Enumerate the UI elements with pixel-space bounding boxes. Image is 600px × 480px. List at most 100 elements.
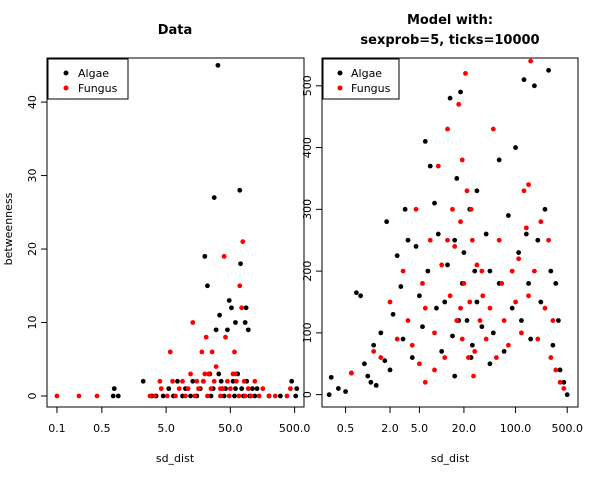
point-fungus: [170, 378, 175, 384]
point-fungus: [167, 349, 173, 355]
point-fungus: [535, 336, 541, 342]
point-fungus: [450, 206, 455, 212]
x-tick-label: 5.0: [157, 422, 175, 435]
point-fungus: [458, 305, 463, 311]
point-algae: [294, 386, 300, 392]
y-tick-label: 200: [301, 261, 314, 282]
y-tick-label: 30: [26, 169, 39, 183]
point-fungus: [173, 393, 178, 399]
point-algae: [445, 262, 450, 268]
point-fungus: [203, 334, 209, 340]
point-algae: [550, 342, 556, 348]
point-algae: [454, 176, 460, 181]
point-fungus: [199, 349, 205, 355]
point-fungus: [459, 336, 465, 342]
point-fungus: [387, 299, 393, 305]
point-fungus: [241, 378, 247, 384]
legend-box: [322, 58, 400, 100]
point-fungus: [180, 378, 185, 384]
point-algae: [160, 393, 166, 399]
point-fungus: [157, 378, 163, 384]
point-algae: [487, 361, 493, 367]
point-algae: [542, 206, 548, 212]
legend-box: [47, 58, 129, 100]
y-tick-label: 100: [301, 322, 314, 343]
point-fungus: [248, 393, 254, 399]
legend-entry-algae: Algae: [351, 67, 382, 80]
point-fungus: [158, 386, 164, 392]
point-algae: [528, 336, 534, 342]
point-fungus: [371, 349, 377, 354]
point-fungus: [447, 293, 453, 299]
point-algae: [461, 250, 467, 255]
point-algae: [188, 393, 193, 399]
point-algae: [501, 349, 507, 354]
point-fungus: [394, 336, 400, 342]
point-fungus: [94, 393, 100, 399]
point-algae: [479, 324, 485, 330]
point-algae: [447, 95, 453, 101]
point-algae: [561, 379, 567, 385]
point-fungus: [479, 268, 485, 274]
point-fungus: [236, 393, 242, 399]
point-algae: [472, 268, 478, 274]
point-algae: [469, 342, 475, 348]
point-fungus: [480, 293, 486, 299]
point-fungus: [471, 373, 476, 379]
point-algae: [523, 231, 529, 237]
point-fungus: [553, 367, 559, 373]
point-algae: [208, 393, 214, 399]
point-fungus: [493, 355, 499, 360]
point-algae: [371, 342, 377, 348]
legend-entry-fungus: Fungus: [78, 82, 118, 95]
point-algae: [553, 281, 559, 286]
point-fungus: [445, 237, 450, 243]
point-algae: [213, 327, 219, 333]
point-fungus: [561, 386, 567, 391]
point-fungus: [496, 237, 502, 243]
point-algae: [166, 386, 172, 392]
point-fungus: [516, 256, 522, 262]
point-algae: [216, 371, 222, 377]
point-algae: [229, 305, 234, 311]
point-fungus: [526, 182, 531, 188]
point-algae: [390, 311, 396, 317]
point-fungus: [501, 318, 507, 323]
chart-title: Data: [158, 23, 193, 38]
point-algae: [289, 378, 295, 384]
point-fungus: [461, 281, 467, 286]
point-fungus: [548, 355, 554, 360]
point-algae: [387, 367, 393, 373]
point-fungus: [464, 188, 470, 194]
point-fungus: [405, 318, 411, 323]
point-algae: [358, 293, 364, 299]
point-algae: [277, 393, 283, 399]
point-algae: [546, 67, 551, 73]
point-fungus: [252, 378, 258, 384]
point-fungus: [245, 386, 251, 392]
point-fungus: [417, 361, 422, 367]
point-algae: [398, 284, 404, 289]
point-fungus: [513, 299, 518, 305]
point-algae: [548, 268, 554, 274]
point-fungus: [237, 283, 243, 289]
x-tick-label: 2.0: [381, 422, 399, 435]
point-algae: [513, 145, 518, 150]
point-fungus: [413, 206, 419, 212]
point-fungus: [526, 293, 531, 299]
point-algae: [434, 305, 439, 311]
point-fungus: [427, 237, 433, 243]
point-fungus: [452, 243, 458, 249]
point-algae: [111, 386, 117, 392]
point-fungus: [147, 393, 153, 399]
point-fungus: [422, 305, 428, 311]
point-algae: [394, 253, 400, 259]
point-fungus: [208, 386, 214, 392]
x-tick-label: 20.0: [452, 422, 477, 435]
point-algae: [452, 373, 458, 379]
point-algae: [555, 318, 561, 323]
point-algae: [409, 355, 415, 360]
legend-entry-algae: Algae: [78, 67, 109, 80]
point-algae: [211, 195, 217, 201]
scatter-points: [326, 58, 570, 398]
